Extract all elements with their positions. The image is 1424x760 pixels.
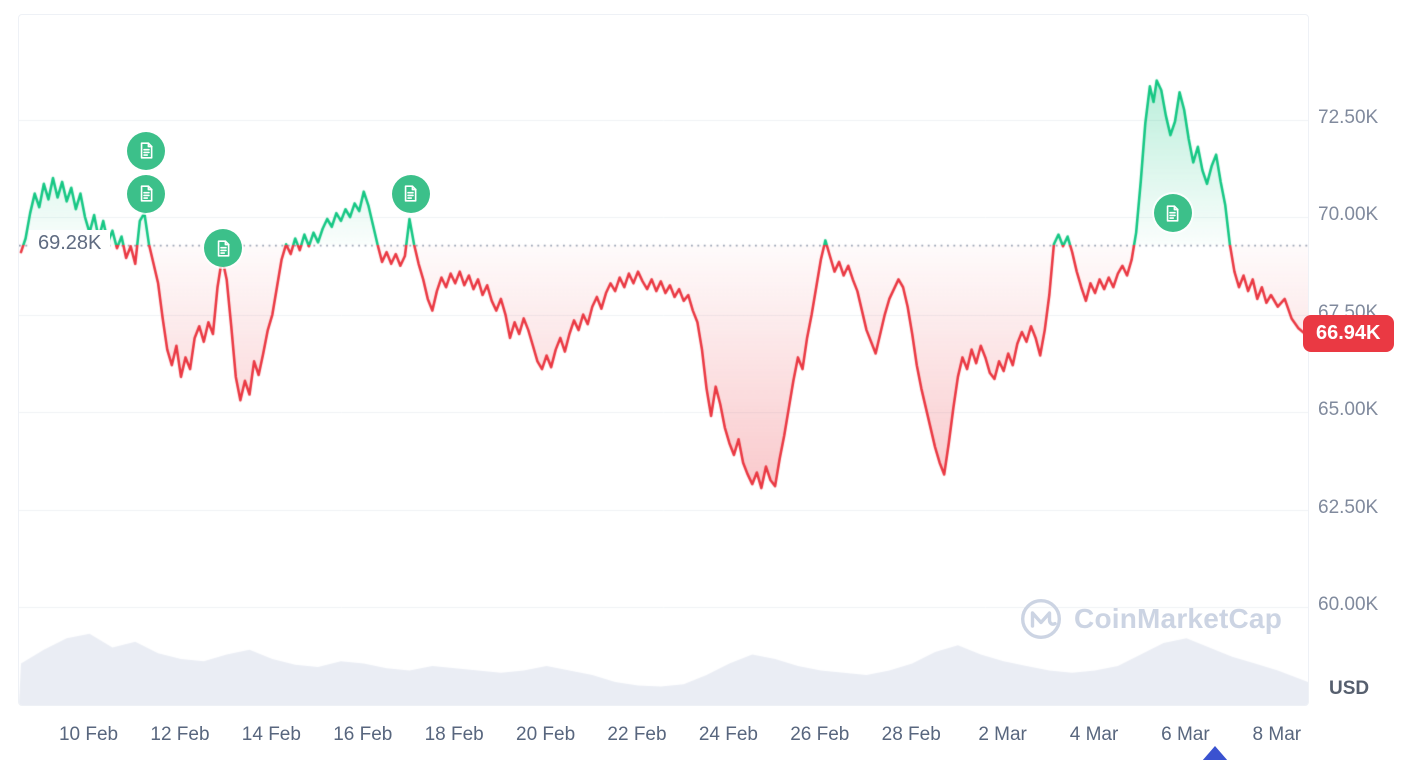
- news-event-marker[interactable]: [127, 174, 166, 213]
- chart-card: 69.28K CoinMarketCap: [18, 14, 1309, 706]
- x-axis-label: 24 Feb: [698, 724, 758, 745]
- news-event-marker[interactable]: [127, 131, 166, 170]
- coinmarketcap-logo-icon: [1021, 599, 1062, 639]
- news-icon: [217, 240, 230, 257]
- news-icon: [405, 185, 417, 202]
- current-price-badge: 66.94K: [1303, 315, 1394, 353]
- event-markers-layer: [19, 15, 1308, 705]
- watermark-text: CoinMarketCap: [1074, 603, 1282, 634]
- news-icon: [140, 185, 153, 202]
- blue-pointer-artifact: [1202, 746, 1228, 760]
- price-chart-canvas[interactable]: [19, 15, 1308, 705]
- y-axis-label: 70.00K: [1318, 204, 1379, 226]
- baseline-price-label: 69.28K: [29, 230, 111, 258]
- y-axis-label: 62.50K: [1318, 496, 1379, 518]
- x-axis-label: 8 Mar: [1252, 724, 1302, 745]
- y-axis-label: 60.00K: [1318, 594, 1379, 616]
- y-axis-label: 72.50K: [1318, 106, 1379, 128]
- x-axis-label: 18 Feb: [424, 724, 484, 745]
- x-axis-label: 14 Feb: [241, 724, 301, 745]
- x-axis-label: 6 Mar: [1161, 724, 1210, 745]
- x-axis-label: 16 Feb: [333, 724, 393, 745]
- news-event-marker[interactable]: [1153, 194, 1192, 233]
- x-axis-label: 10 Feb: [58, 724, 119, 745]
- news-icon: [140, 142, 153, 159]
- x-axis-label: 4 Mar: [1069, 724, 1119, 745]
- watermark: CoinMarketCap: [1019, 597, 1282, 641]
- news-event-marker[interactable]: [204, 229, 242, 268]
- x-axis-label: 12 Feb: [150, 724, 210, 745]
- news-icon: [1166, 204, 1179, 222]
- unit-label: USD: [1329, 678, 1370, 699]
- x-axis-label: 28 Feb: [881, 724, 941, 745]
- x-axis-label: 20 Feb: [516, 724, 576, 745]
- x-axis-label: 22 Feb: [607, 724, 667, 745]
- y-axis-label: 65.00K: [1318, 399, 1379, 421]
- x-axis: 10 Feb 12 Feb 14 Feb 16 Feb 18 Feb 20 Feb 22 F…: [0, 724, 1424, 756]
- news-event-marker[interactable]: [391, 174, 430, 213]
- x-axis-label: 26 Feb: [790, 724, 850, 745]
- x-axis-label: 2 Mar: [978, 724, 1027, 745]
